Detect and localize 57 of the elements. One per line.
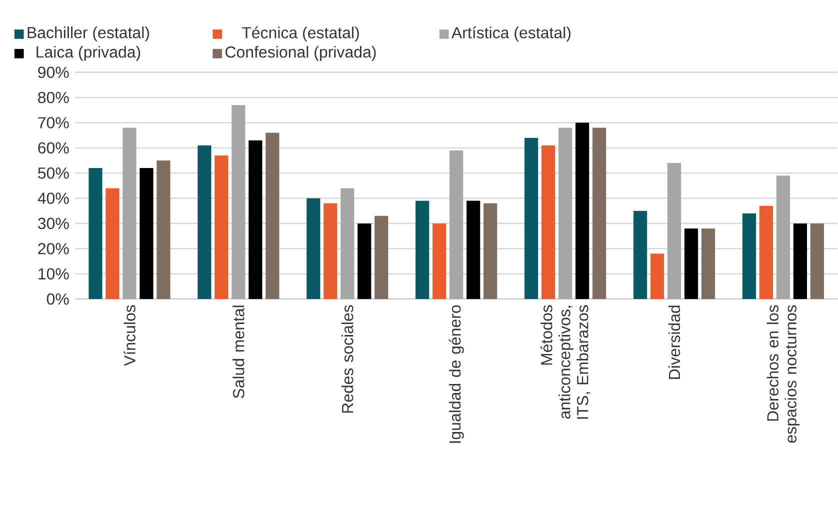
bar — [742, 213, 756, 300]
legend-label: Bachiller (estatal) — [28, 26, 150, 42]
x-tick-label: Vínculos — [124, 305, 136, 366]
y-tick-label: 30% — [38, 218, 69, 230]
y-tick-label: 10% — [38, 268, 69, 280]
bar — [793, 223, 807, 300]
bar — [248, 140, 262, 300]
bar — [214, 155, 228, 300]
bar — [450, 150, 464, 300]
legend-label: Técnica (estatal) — [242, 26, 359, 42]
y-tick-label: 20% — [38, 242, 69, 254]
legend-label: Artística (estatal) — [451, 26, 570, 42]
bar — [667, 163, 682, 300]
bar — [541, 145, 556, 300]
bar — [432, 223, 446, 300]
x-tick-label: Igualdad de género — [448, 305, 464, 443]
bar — [374, 216, 388, 300]
x-tick-label: Métodos anticonceptivos, ITS, Embarazos — [540, 305, 590, 419]
bar — [524, 138, 538, 300]
y-tick-label: 0% — [46, 293, 69, 305]
bar — [633, 210, 648, 300]
bar — [701, 228, 716, 300]
x-tick-label: Derechos en los espacios nocturnos — [766, 305, 800, 443]
bar — [140, 168, 154, 300]
y-tick-label: 80% — [38, 92, 69, 104]
y-tick-label: 90% — [38, 66, 69, 78]
bar — [106, 188, 120, 300]
y-tick-label: 60% — [38, 142, 69, 154]
bar — [592, 128, 606, 300]
legend-label: Laica (privada) — [36, 46, 140, 61]
bar — [416, 200, 430, 300]
bar — [684, 228, 698, 300]
bar — [266, 132, 280, 300]
bar — [558, 128, 572, 300]
bar — [484, 203, 498, 300]
bar — [358, 223, 372, 300]
bar — [198, 145, 212, 300]
bar — [122, 128, 136, 300]
bar — [324, 203, 338, 300]
y-tick-label: 40% — [38, 192, 69, 204]
x-tick-label: Salud mental — [232, 306, 244, 398]
bar — [466, 200, 480, 300]
x-tick-label: Diversidad — [668, 306, 680, 379]
legend-label: Confesional (privada) — [226, 46, 376, 61]
y-tick-label: 70% — [38, 117, 69, 128]
bar — [759, 206, 774, 300]
bar — [810, 223, 824, 300]
bar — [306, 198, 320, 300]
bar — [776, 176, 790, 300]
bar — [232, 105, 246, 300]
bar — [340, 188, 354, 300]
bar — [156, 160, 170, 300]
bar — [88, 168, 102, 300]
x-tick-label: Redes sociales — [342, 305, 354, 413]
bar — [575, 122, 590, 300]
y-tick-label: 50% — [38, 167, 69, 179]
bar — [650, 254, 664, 300]
